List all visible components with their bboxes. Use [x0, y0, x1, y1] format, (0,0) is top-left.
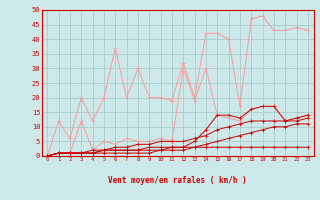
X-axis label: Vent moyen/en rafales ( km/h ): Vent moyen/en rafales ( km/h ): [108, 176, 247, 185]
